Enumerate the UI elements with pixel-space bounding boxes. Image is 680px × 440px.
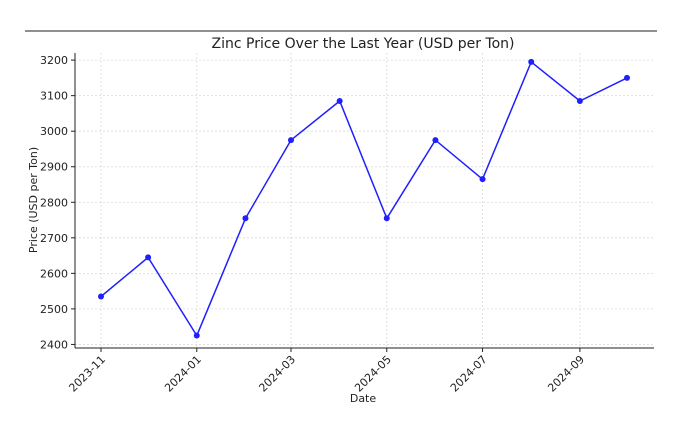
y-tick-label: 2900 — [40, 161, 68, 174]
axes — [74, 53, 654, 349]
x-tick-label: 2024-01 — [162, 353, 204, 395]
y-tick-label: 2800 — [40, 196, 68, 209]
y-tick-label: 2700 — [40, 232, 68, 245]
x-axis-title: Date — [350, 392, 377, 405]
data-point — [383, 215, 390, 222]
x-tick-label: 2023-11 — [66, 353, 108, 395]
data-point — [287, 137, 294, 144]
y-tick-label: 2400 — [40, 338, 68, 351]
y-tick-label: 3200 — [40, 54, 68, 67]
data-point — [432, 137, 439, 144]
y-tick-label: 2600 — [40, 267, 68, 280]
data-point — [576, 97, 583, 104]
x-tick-label: 2024-05 — [352, 353, 394, 395]
x-axis-ticks: 2023-11 2024-01 2024-03 2024-05 2024-07 2024-… — [66, 348, 587, 395]
y-tick-label: 3000 — [40, 125, 68, 138]
y-tick-label: 3100 — [40, 90, 68, 103]
chart-title: Zinc Price Over the Last Year (USD per T… — [212, 36, 515, 52]
series-price — [98, 58, 630, 339]
data-point — [145, 254, 152, 261]
data-point — [193, 332, 200, 339]
x-tick-label: 2024-03 — [256, 353, 298, 395]
y-axis-ticks: 2400 2500 2600 2700 2800 2900 3000 3100 3200 — [40, 54, 75, 351]
grid — [75, 53, 654, 348]
data-point — [479, 176, 486, 183]
y-tick-label: 2500 — [40, 303, 68, 316]
data-point — [336, 97, 343, 104]
data-point — [624, 74, 630, 81]
y-axis-title: Price (USD per Ton) — [27, 147, 40, 253]
series-line — [100, 60, 628, 338]
x-tick-label: 2024-09 — [545, 353, 587, 395]
data-point — [242, 215, 249, 222]
data-point — [528, 58, 535, 65]
x-tick-label: 2024-07 — [448, 353, 490, 395]
data-point — [98, 293, 104, 300]
